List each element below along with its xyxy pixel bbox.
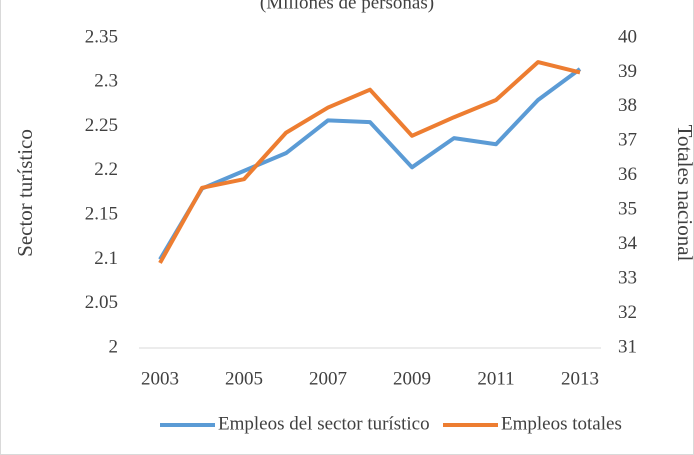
x-tick-label: 2011 [477, 368, 514, 389]
y-tick-label: 2.15 [85, 204, 118, 225]
series-line [158, 60, 581, 264]
y2-tick-label: 35 [618, 199, 637, 220]
chart-title: (Millones de personas) [260, 0, 434, 13]
y2-tick-label: 38 [618, 95, 637, 116]
series-line [158, 67, 582, 261]
y2-axis-title: Totales nacional [673, 125, 694, 262]
y2-tick-label: 33 [618, 267, 637, 288]
y2-tick-label: 39 [618, 61, 637, 82]
x-tick-label: 2007 [309, 368, 347, 389]
y2-tick-label: 37 [618, 130, 637, 151]
y2-tick-label: 34 [618, 233, 638, 254]
y2-tick-label: 36 [618, 164, 637, 185]
x-tick-label: 2005 [225, 368, 263, 389]
x-tick-label: 2013 [561, 368, 599, 389]
y-axis-title: Sector turístico [13, 129, 37, 257]
y-tick-label: 2.1 [94, 248, 118, 269]
y-tick-label: 2.05 [85, 292, 118, 313]
y-tick-label: 2.35 [85, 26, 118, 47]
legend-label: Empleos del sector turístico [218, 413, 430, 434]
y2-tick-label: 31 [618, 336, 637, 357]
y2-tick-label: 32 [618, 302, 637, 323]
y-tick-label: 2.25 [85, 115, 118, 136]
y-tick-label: 2.2 [94, 159, 118, 180]
y2-tick-label: 40 [618, 26, 637, 47]
x-tick-label: 2003 [141, 368, 179, 389]
legend-label: Empleos totales [501, 413, 622, 434]
y-tick-label: 2 [109, 336, 119, 357]
x-tick-label: 2009 [393, 368, 431, 389]
y-tick-label: 2.3 [94, 71, 118, 92]
